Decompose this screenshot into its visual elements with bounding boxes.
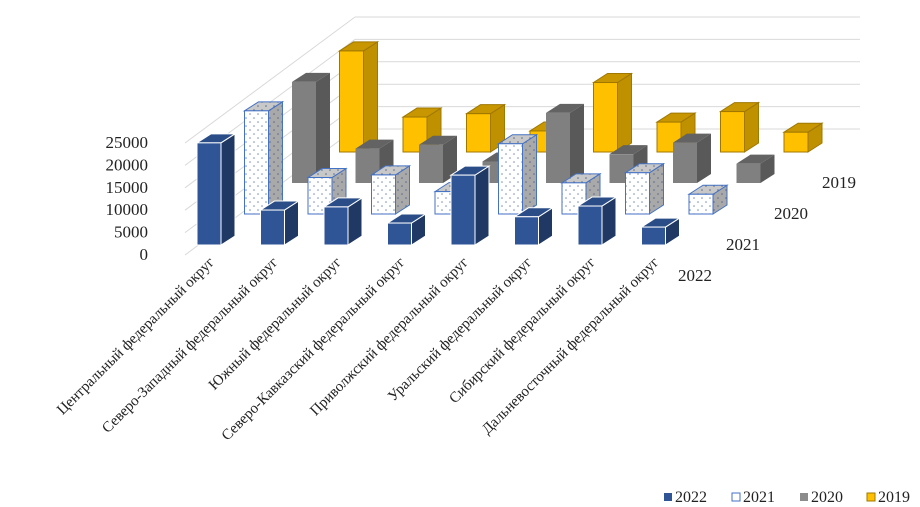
bar-front xyxy=(339,50,364,153)
bar-front xyxy=(514,216,539,246)
legend-swatch-2022 xyxy=(664,493,672,501)
legend-swatch-2020 xyxy=(800,493,808,501)
legend-swatch-2019 xyxy=(866,492,876,502)
bar-2021-7 xyxy=(623,162,666,215)
gridline xyxy=(184,16,356,144)
y-axis: 0 5000 10000 15000 20000 25000 xyxy=(106,133,149,264)
bar-2019-7 xyxy=(718,101,761,153)
bar-top xyxy=(419,135,457,145)
x-axis: Центральный федеральный округСеверо-Запа… xyxy=(54,255,662,445)
bar-side xyxy=(522,133,537,215)
bar-2022-6 xyxy=(512,206,555,246)
y-tick-label: 10000 xyxy=(106,200,149,219)
bar-side xyxy=(570,103,584,183)
y-tick-label: 15000 xyxy=(106,178,149,197)
bar-front xyxy=(720,111,745,153)
bars xyxy=(195,41,824,246)
bar-2019-3 xyxy=(464,103,507,153)
series-axis-label: 2020 xyxy=(774,204,808,223)
bar-top xyxy=(736,154,775,164)
bar-2022-8 xyxy=(639,217,682,246)
bar-front xyxy=(593,82,618,153)
bar-side xyxy=(363,41,378,153)
bar-top xyxy=(673,133,711,143)
bar-side xyxy=(268,100,283,215)
bar-side xyxy=(474,165,490,246)
bar-2020-3 xyxy=(419,135,457,183)
bar-2020-2 xyxy=(355,139,394,183)
bar-2020-8 xyxy=(736,154,775,183)
bar-2022-4 xyxy=(385,213,428,246)
bar-front xyxy=(244,110,269,215)
bar-front xyxy=(387,222,412,246)
bar-side xyxy=(220,132,236,246)
bar-2022-3 xyxy=(322,197,364,246)
bar-top xyxy=(609,145,648,155)
category-label: Южный федеральный округ xyxy=(206,255,345,394)
bar-side xyxy=(443,135,457,183)
bar-2020-7 xyxy=(673,133,711,183)
bar-top xyxy=(355,139,394,149)
bar-front xyxy=(783,131,809,153)
legend-swatch-2021 xyxy=(731,492,741,502)
bar-side xyxy=(697,133,711,183)
bar-front xyxy=(688,193,714,215)
bar-2022-7 xyxy=(576,196,618,246)
bar-front xyxy=(450,174,476,246)
series-axis-label: 2021 xyxy=(726,235,760,254)
bar-front xyxy=(292,81,316,183)
series-axis-label: 2019 xyxy=(822,173,856,192)
bar-front xyxy=(498,143,523,215)
bar-side xyxy=(617,72,632,153)
bar-side xyxy=(760,154,775,183)
bar-2019-5 xyxy=(591,72,634,153)
bar-front xyxy=(419,144,443,183)
bar-front xyxy=(736,163,761,183)
bar-2019-1 xyxy=(337,41,380,153)
bar-front xyxy=(196,142,222,246)
y-tick-label: 0 xyxy=(140,245,149,264)
bar-2021-3 xyxy=(369,165,412,215)
depth-axis: 2022 2021 2020 2019 xyxy=(678,173,856,285)
bar-2022-1 xyxy=(195,132,237,246)
bar-front xyxy=(577,205,603,246)
y-tick-label: 25000 xyxy=(106,133,149,152)
bar-2020-5 xyxy=(546,103,584,183)
bar-front xyxy=(260,209,285,246)
legend-label: 2019 xyxy=(878,489,910,506)
bar-side xyxy=(316,72,330,183)
bar-2019-8 xyxy=(782,122,824,153)
legend-label: 2020 xyxy=(811,489,843,506)
bar-front xyxy=(625,172,650,215)
bar-top xyxy=(546,103,584,113)
bar-front xyxy=(641,226,666,246)
legend: 2022 2021 2020 2019 xyxy=(664,489,910,506)
bar-2022-5 xyxy=(449,165,491,246)
bar-top xyxy=(292,72,330,82)
bar-front xyxy=(466,113,491,153)
bar-2021-1 xyxy=(242,100,285,215)
legend-label: 2022 xyxy=(675,489,707,506)
legend-label: 2021 xyxy=(743,489,775,506)
bar-2021-8 xyxy=(687,184,729,215)
bar-2020-1 xyxy=(292,72,330,183)
bar-front xyxy=(323,206,349,246)
bar-front xyxy=(371,174,396,215)
bar-2022-2 xyxy=(258,200,301,246)
y-tick-label: 20000 xyxy=(106,155,149,174)
bar-front xyxy=(673,142,697,183)
bar-front xyxy=(546,112,570,183)
y-tick-label: 5000 xyxy=(114,223,148,242)
bar-2021-5 xyxy=(496,133,539,215)
series-axis-label: 2022 xyxy=(678,266,712,285)
